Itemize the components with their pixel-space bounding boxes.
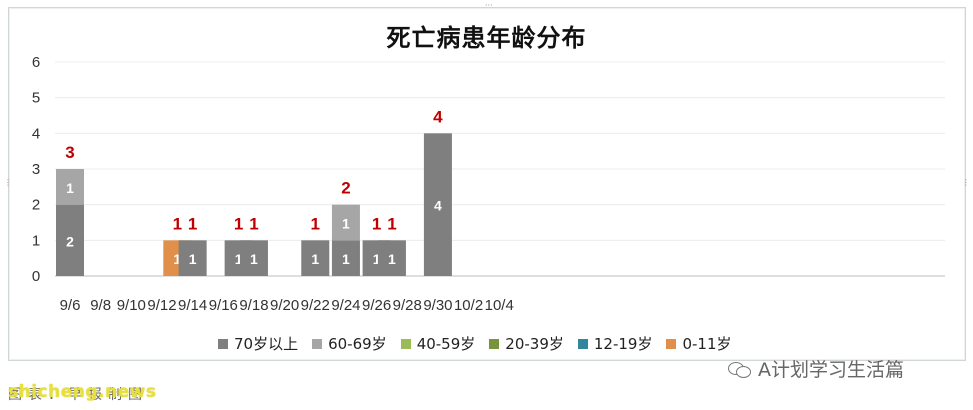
bar-segment — [239, 240, 268, 276]
bar-segment — [301, 240, 330, 276]
y-tick-label: 6 — [32, 54, 40, 71]
y-tick-label: 1 — [32, 232, 40, 249]
chart-title: 死亡病患年龄分布 — [386, 24, 587, 52]
segment-label: 1 — [388, 251, 396, 267]
total-label: 1 — [387, 214, 396, 233]
y-tick-label: 2 — [32, 197, 40, 214]
figure-caption: 图表：早报制图 — [8, 387, 148, 403]
bar-segment — [331, 240, 360, 276]
total-label: 1 — [372, 214, 381, 233]
segment-label: 1 — [189, 251, 197, 267]
watermark: shicheng.news — [8, 382, 157, 402]
legend-label: 0-11岁 — [682, 335, 732, 353]
legend-item: 40-59岁 — [400, 333, 476, 354]
total-label: 1 — [173, 214, 182, 233]
y-tick-label: 5 — [32, 90, 40, 107]
x-tick-label: 9/22 — [301, 297, 330, 314]
brand: A计划学习生活篇 — [728, 355, 904, 382]
legend-item: 20-39岁 — [489, 333, 564, 354]
x-tick-label: 9/12 — [147, 297, 176, 314]
segment-label: 1 — [342, 251, 350, 267]
legend-swatch — [666, 338, 677, 349]
x-tick-label: 9/8 — [90, 297, 111, 314]
resize-handle-top[interactable]: ··· — [485, 1, 493, 10]
x-tick-label: 9/30 — [423, 297, 452, 314]
x-tick-label: 9/16 — [209, 297, 238, 314]
y-tick-label: 4 — [32, 125, 40, 142]
bar-segment — [423, 133, 452, 276]
resize-handle-left[interactable]: ⋮ — [4, 178, 12, 187]
y-tick-label: 3 — [32, 161, 40, 178]
segment-label: 1 — [311, 251, 319, 267]
bar-segment — [331, 204, 360, 241]
legend-item: 70岁以上 — [218, 333, 298, 354]
resize-handle-right[interactable]: ⋮ — [962, 178, 970, 187]
segment-label: 1 — [235, 251, 243, 267]
bar-segment — [56, 169, 84, 205]
legend-label: 70岁以上 — [234, 335, 299, 353]
x-tick-label: 9/10 — [117, 297, 146, 314]
x-tick-label: 9/24 — [331, 297, 360, 314]
total-label: 1 — [311, 214, 320, 233]
wechat-icon — [728, 360, 752, 378]
chart-frame — [8, 7, 966, 361]
bar-segment — [56, 204, 84, 276]
total-label: 1 — [188, 214, 197, 233]
chart-legend: 70岁以上 60-69岁 40-59岁 20-39岁 12-19岁 0-11岁 — [218, 333, 732, 354]
legend-label: 20-39岁 — [505, 335, 564, 353]
total-label: 4 — [433, 107, 443, 126]
legend-label: 12-19岁 — [593, 335, 653, 353]
legend-swatch — [577, 338, 588, 349]
segment-label: 1 — [342, 216, 350, 232]
bar-segment — [178, 240, 207, 276]
total-label: 1 — [249, 214, 258, 233]
total-label: 3 — [65, 143, 74, 162]
legend-swatch — [489, 338, 500, 349]
segment-label: 1 — [373, 251, 381, 267]
segment-label: 4 — [434, 198, 442, 214]
brand-name: A计划学习生活篇 — [758, 359, 904, 381]
legend-item: 60-69岁 — [312, 333, 387, 354]
y-tick-label: 0 — [32, 268, 40, 285]
x-tick-label: 9/26 — [362, 297, 391, 314]
segment-label: 2 — [66, 233, 74, 249]
x-tick-label: 9/18 — [239, 297, 268, 314]
segment-label: 1 — [173, 251, 181, 267]
legend-item: 0-11岁 — [666, 333, 732, 354]
x-tick-label: 9/14 — [178, 297, 207, 314]
legend-label: 60-69岁 — [328, 335, 387, 353]
total-label: 1 — [234, 214, 243, 233]
legend-swatch — [400, 338, 411, 349]
bar-segment — [377, 240, 406, 276]
segment-label: 1 — [66, 180, 74, 196]
x-tick-label: 10/2 — [454, 297, 483, 314]
legend-swatch — [218, 338, 228, 349]
legend-label: 40-59岁 — [416, 335, 476, 353]
x-tick-label: 10/4 — [485, 297, 514, 314]
x-tick-label: 9/28 — [393, 297, 422, 314]
legend-item: 12-19岁 — [577, 333, 653, 354]
x-tick-label: 9/20 — [270, 297, 299, 314]
legend-swatch — [312, 338, 323, 349]
x-tick-label: 9/6 — [60, 297, 81, 314]
total-label: 2 — [341, 179, 350, 198]
segment-label: 1 — [250, 251, 258, 267]
